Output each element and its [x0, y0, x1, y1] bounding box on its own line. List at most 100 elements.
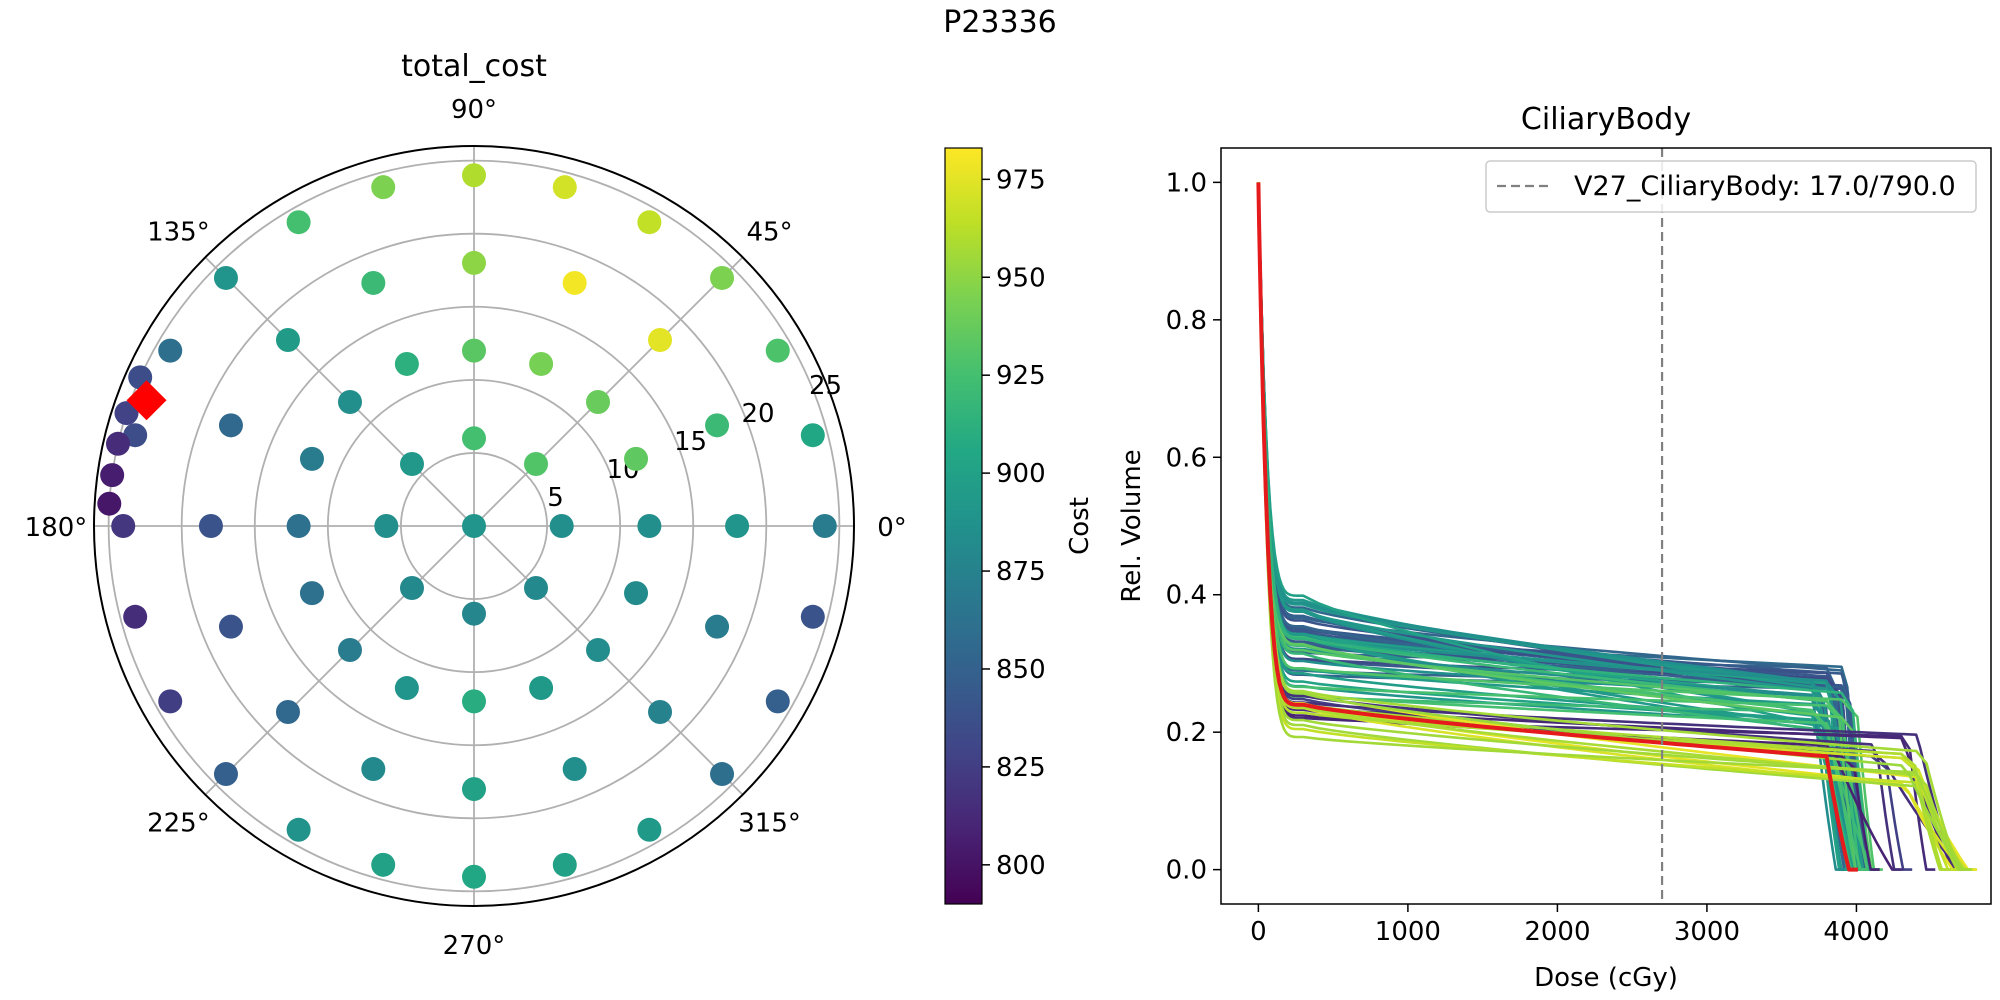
- data-point: [562, 757, 587, 782]
- data-point: [529, 676, 554, 701]
- line-plot-frame: [1220, 147, 1992, 905]
- figure-title: P23336: [943, 5, 1057, 40]
- legend-label: V27_CiliaryBody: 17.0/790.0: [1574, 171, 1956, 202]
- data-point: [462, 163, 486, 188]
- polar-grid-spoke: [473, 525, 744, 796]
- y-tick-label: 0.8: [1166, 306, 1207, 336]
- polar-grid-spoke: [204, 256, 475, 527]
- dvh-series-line: [1257, 182, 1864, 871]
- colorbar-tick-label: 825: [996, 753, 1046, 783]
- line-series: [1256, 182, 1978, 872]
- colorbar: 800 825 850 875 900 925 950 975 Cost: [944, 147, 1095, 905]
- dvh-series-line: [1257, 182, 1973, 871]
- angle-tick-label: 45°: [747, 217, 793, 247]
- colorbar-ticks: 800 825 850 875 900 925 950 975: [982, 165, 1046, 881]
- data-point: [529, 351, 554, 376]
- angle-tick-label: 315°: [738, 809, 801, 839]
- data-point: [299, 446, 324, 471]
- data-point: [524, 576, 549, 601]
- radial-tick-label: 25: [809, 371, 842, 401]
- data-point: [462, 250, 486, 275]
- data-point: [114, 401, 139, 426]
- x-tick-label: 4000: [1823, 917, 1889, 947]
- data-point: [371, 175, 396, 200]
- x-tick-label: 1000: [1375, 917, 1441, 947]
- data-point: [637, 210, 662, 235]
- data-point: [648, 327, 673, 352]
- data-point: [462, 864, 486, 889]
- data-point: [725, 514, 750, 538]
- data-point: [462, 426, 486, 451]
- data-point: [705, 413, 730, 438]
- colorbar-label: Cost: [1065, 497, 1095, 555]
- colorbar-tick-label: 800: [996, 851, 1046, 881]
- data-point: [800, 423, 825, 448]
- x-tick-label: 3000: [1674, 917, 1740, 947]
- data-point: [812, 514, 837, 538]
- data-point: [462, 338, 486, 363]
- data-point: [800, 604, 825, 629]
- polar-grid-spoke: [473, 256, 744, 527]
- data-point: [275, 700, 300, 725]
- angle-tick-label: 225°: [147, 809, 210, 839]
- data-point: [462, 514, 486, 538]
- data-point: [337, 389, 362, 414]
- data-point: [637, 514, 662, 538]
- data-point: [111, 514, 136, 538]
- data-point: [105, 431, 130, 456]
- data-point: [549, 514, 574, 538]
- dvh-series-line: [1257, 182, 1870, 871]
- colorbar-tick-label: 925: [996, 361, 1046, 391]
- data-point: [218, 614, 243, 639]
- data-point: [337, 638, 362, 663]
- colorbar-tick-label: 950: [996, 263, 1046, 293]
- dvh-series-line: [1257, 182, 1876, 871]
- data-point: [97, 491, 122, 516]
- legend-box: [1485, 160, 1977, 213]
- x-axis-label: Dose (cGy): [1534, 963, 1678, 993]
- data-point: [562, 270, 587, 295]
- data-point: [275, 327, 300, 352]
- data-point: [552, 175, 577, 200]
- data-point: [524, 451, 549, 476]
- angle-tick-label: 90°: [451, 95, 497, 125]
- data-point: [462, 689, 486, 714]
- y-tick-label: 1.0: [1166, 168, 1207, 198]
- data-point: [361, 270, 386, 295]
- data-point: [765, 338, 790, 363]
- data-point: [462, 777, 486, 802]
- dvh-highlighted-line: [1256, 182, 1858, 872]
- polar-grid-spoke: [204, 525, 475, 796]
- dvh-series-line: [1257, 182, 1967, 871]
- data-point: [462, 601, 486, 626]
- radial-tick-label: 5: [547, 483, 564, 513]
- data-point: [213, 762, 238, 787]
- dvh-series-line: [1257, 182, 1854, 871]
- data-point: [158, 689, 183, 714]
- y-tick-label: 0.0: [1166, 856, 1207, 886]
- data-point: [286, 817, 311, 842]
- dvh-series-line: [1257, 182, 1851, 871]
- data-point: [286, 210, 311, 235]
- data-point: [299, 581, 324, 606]
- data-point: [637, 817, 662, 842]
- data-point: [158, 338, 183, 363]
- data-point: [123, 604, 148, 629]
- data-point: [586, 638, 611, 663]
- dvh-series-line: [1257, 182, 1972, 871]
- x-tick-label: 2000: [1524, 917, 1590, 947]
- data-point: [394, 351, 419, 376]
- line-chart-title: CiliaryBody: [1521, 102, 1691, 137]
- data-point: [552, 852, 577, 877]
- data-point: [198, 514, 223, 538]
- data-point: [394, 676, 419, 701]
- data-point: [100, 463, 125, 488]
- dvh-series-line: [1257, 182, 1854, 871]
- y-tick-label: 0.2: [1166, 718, 1207, 748]
- data-point: [765, 689, 790, 714]
- angle-tick-label: 270°: [443, 931, 506, 961]
- polar-chart: total_cost 0° 45° 90° 135° 180° 225° 270° 315° 5…: [25, 49, 907, 961]
- data-point: [710, 762, 735, 787]
- dvh-series-line: [1257, 182, 1976, 871]
